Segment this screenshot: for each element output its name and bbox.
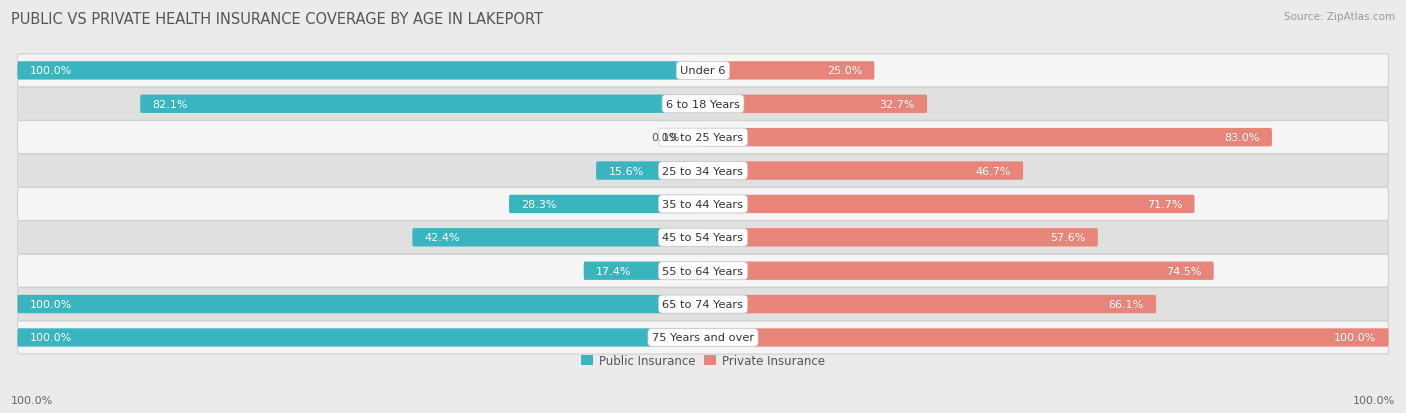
Text: 74.5%: 74.5% <box>1166 266 1201 276</box>
FancyBboxPatch shape <box>17 121 1389 154</box>
Text: 28.3%: 28.3% <box>522 199 557 209</box>
FancyBboxPatch shape <box>17 321 1389 354</box>
Text: 32.7%: 32.7% <box>879 100 915 109</box>
Text: 15.6%: 15.6% <box>609 166 644 176</box>
Text: 66.1%: 66.1% <box>1108 299 1144 309</box>
Text: 55 to 64 Years: 55 to 64 Years <box>662 266 744 276</box>
Text: 25 to 34 Years: 25 to 34 Years <box>662 166 744 176</box>
Text: 42.4%: 42.4% <box>425 233 460 243</box>
FancyBboxPatch shape <box>17 88 1389 121</box>
FancyBboxPatch shape <box>17 55 1389 88</box>
FancyBboxPatch shape <box>17 221 1389 254</box>
Text: 71.7%: 71.7% <box>1147 199 1182 209</box>
Text: 45 to 54 Years: 45 to 54 Years <box>662 233 744 243</box>
Text: 100.0%: 100.0% <box>30 66 72 76</box>
Text: 82.1%: 82.1% <box>152 100 188 109</box>
Text: 75 Years and over: 75 Years and over <box>652 333 754 343</box>
Text: 100.0%: 100.0% <box>30 333 72 343</box>
Text: 83.0%: 83.0% <box>1225 133 1260 143</box>
FancyBboxPatch shape <box>17 188 1389 221</box>
Text: 35 to 44 Years: 35 to 44 Years <box>662 199 744 209</box>
Text: 100.0%: 100.0% <box>11 395 53 405</box>
Text: 100.0%: 100.0% <box>1353 395 1395 405</box>
Text: 46.7%: 46.7% <box>976 166 1011 176</box>
FancyBboxPatch shape <box>583 262 703 280</box>
Text: Source: ZipAtlas.com: Source: ZipAtlas.com <box>1284 12 1395 22</box>
Text: PUBLIC VS PRIVATE HEALTH INSURANCE COVERAGE BY AGE IN LAKEPORT: PUBLIC VS PRIVATE HEALTH INSURANCE COVER… <box>11 12 543 27</box>
FancyBboxPatch shape <box>703 228 1098 247</box>
Text: 6 to 18 Years: 6 to 18 Years <box>666 100 740 109</box>
Text: Under 6: Under 6 <box>681 66 725 76</box>
Text: 25.0%: 25.0% <box>827 66 862 76</box>
Text: 100.0%: 100.0% <box>30 299 72 309</box>
FancyBboxPatch shape <box>17 254 1389 287</box>
FancyBboxPatch shape <box>17 154 1389 188</box>
Text: 100.0%: 100.0% <box>1334 333 1376 343</box>
FancyBboxPatch shape <box>17 328 703 347</box>
FancyBboxPatch shape <box>703 129 1272 147</box>
FancyBboxPatch shape <box>596 162 703 180</box>
Text: 17.4%: 17.4% <box>596 266 631 276</box>
FancyBboxPatch shape <box>703 95 927 114</box>
Legend: Public Insurance, Private Insurance: Public Insurance, Private Insurance <box>576 350 830 372</box>
FancyBboxPatch shape <box>412 228 703 247</box>
FancyBboxPatch shape <box>17 62 703 81</box>
FancyBboxPatch shape <box>703 328 1389 347</box>
Text: 0.0%: 0.0% <box>651 133 679 143</box>
Text: 65 to 74 Years: 65 to 74 Years <box>662 299 744 309</box>
FancyBboxPatch shape <box>703 162 1024 180</box>
FancyBboxPatch shape <box>703 295 1156 313</box>
FancyBboxPatch shape <box>509 195 703 214</box>
Text: 57.6%: 57.6% <box>1050 233 1085 243</box>
FancyBboxPatch shape <box>703 62 875 81</box>
FancyBboxPatch shape <box>703 262 1213 280</box>
FancyBboxPatch shape <box>17 295 703 313</box>
FancyBboxPatch shape <box>141 95 703 114</box>
Text: 19 to 25 Years: 19 to 25 Years <box>662 133 744 143</box>
FancyBboxPatch shape <box>17 288 1389 321</box>
FancyBboxPatch shape <box>703 195 1195 214</box>
